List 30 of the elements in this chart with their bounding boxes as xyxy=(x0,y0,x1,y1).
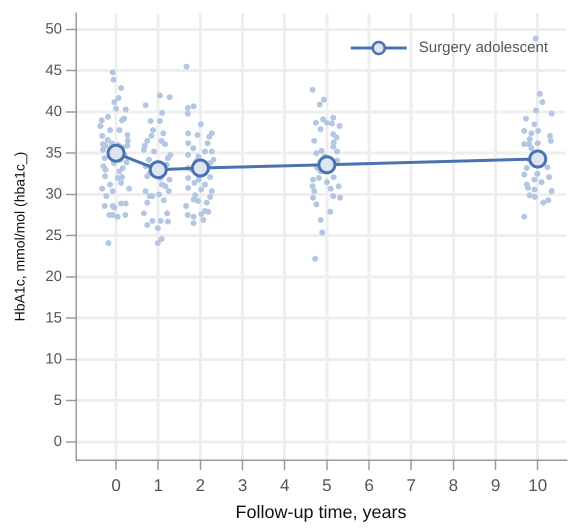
y-tick-label: 20 xyxy=(45,268,62,286)
x-tick-label: 0 xyxy=(111,476,121,495)
point xyxy=(528,149,548,168)
y-tick-label: 30 xyxy=(45,186,62,203)
x-tick-label: 3 xyxy=(238,476,248,495)
y-tick-label: 5 xyxy=(54,392,62,409)
y-axis-title: HbA1c, mmol/mol (hba1c_) xyxy=(11,152,28,322)
y-tick-label: 10 xyxy=(45,350,62,368)
point xyxy=(190,158,210,178)
x-tick-label: 1 xyxy=(153,476,163,495)
x-tick-label: 8 xyxy=(448,476,458,495)
point xyxy=(317,155,336,174)
x-tick-label: 4 xyxy=(280,476,290,495)
x-axis-title: Follow-up time, years xyxy=(235,502,407,522)
y-tick-label: 0 xyxy=(54,432,62,450)
x-tick-label: 7 xyxy=(406,476,416,495)
x-tick-label: 5 xyxy=(322,476,332,495)
x-tick-label: 10 xyxy=(528,476,548,495)
y-tick-label: 15 xyxy=(45,309,62,326)
x-tick-label: 2 xyxy=(196,476,206,495)
point xyxy=(106,144,126,163)
y-tick-label: 50 xyxy=(45,20,62,38)
point xyxy=(148,160,168,180)
x-tick-label: 6 xyxy=(364,476,374,495)
y-tick-label: 35 xyxy=(45,144,62,162)
legend-label: Surgery adolescent xyxy=(418,39,549,56)
x-tick-label: 9 xyxy=(490,476,500,495)
y-tick-label: 25 xyxy=(45,226,62,244)
y-tick-label: 45 xyxy=(45,62,62,79)
y-tick-label: 40 xyxy=(45,103,62,120)
